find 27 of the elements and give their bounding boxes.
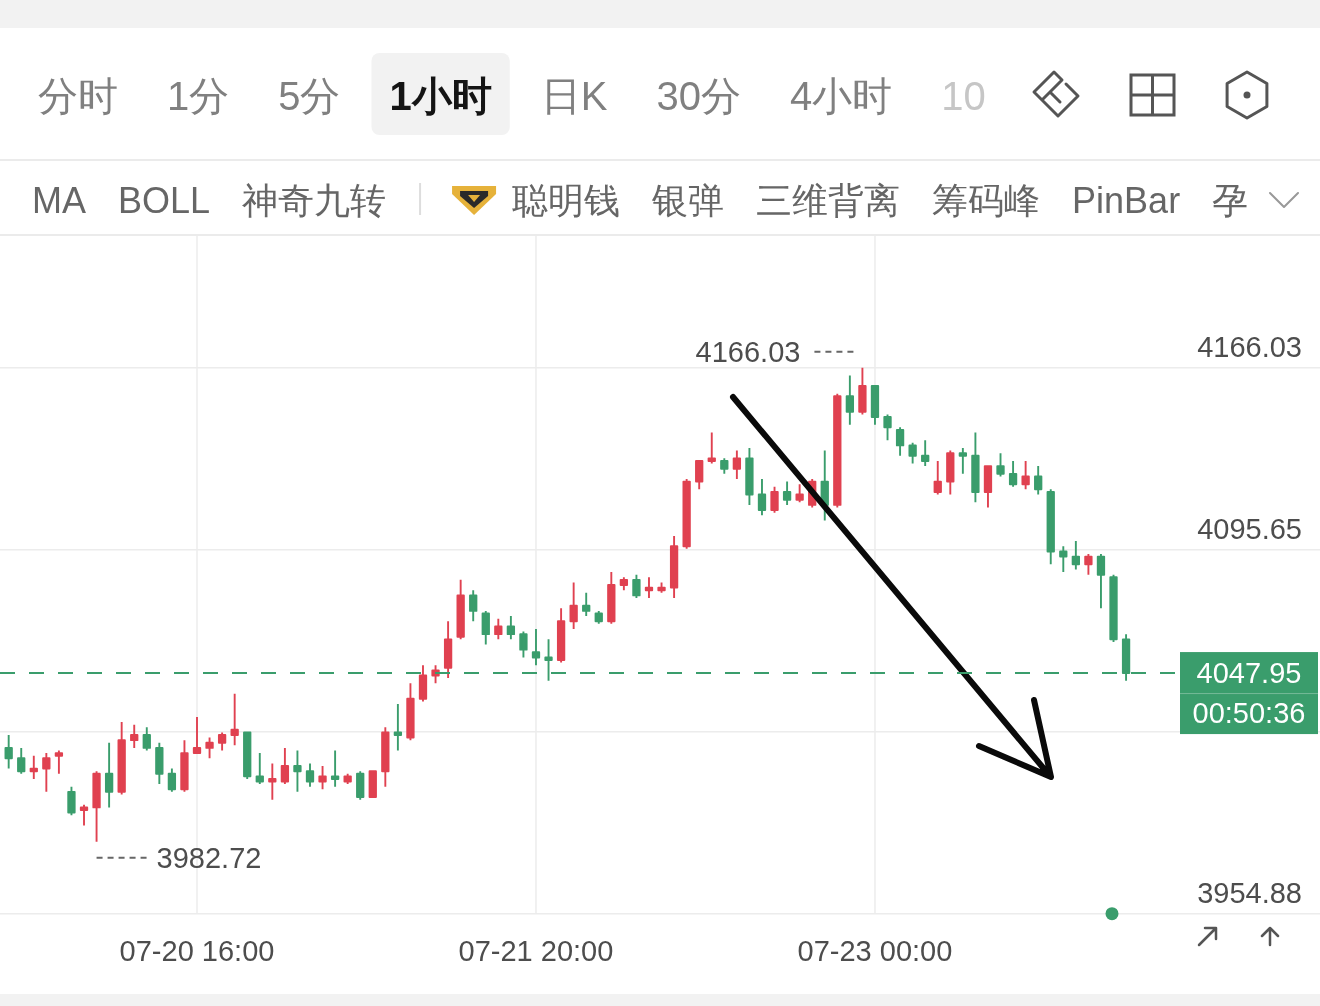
text: 10 xyxy=(941,74,986,118)
text: 孕 xyxy=(1212,180,1249,221)
x-tick-label: 07-23 00:00 xyxy=(797,935,953,967)
annotation: 3982.72 xyxy=(156,841,262,874)
text: 三维背离 xyxy=(756,180,901,221)
text: 5分 xyxy=(278,74,341,118)
text: 1小时 xyxy=(389,74,492,118)
text: 1分 xyxy=(167,74,230,118)
ref-line-label: 4047.95 xyxy=(1196,657,1302,690)
annotation: 4166.03 xyxy=(695,335,801,368)
text: 神奇九转 xyxy=(242,180,387,221)
text: 30分 xyxy=(656,74,741,118)
text: 聪明钱 xyxy=(512,180,621,221)
text: 4小时 xyxy=(789,74,893,118)
text: 筹码峰 xyxy=(932,180,1041,221)
text: 00:50:36 xyxy=(1192,697,1306,730)
x-tick-label: 07-20 16:00 xyxy=(119,935,275,967)
text: 日K xyxy=(540,74,608,118)
text: 银弹 xyxy=(651,180,725,221)
text: MA xyxy=(32,180,86,221)
y-tick-label: 4095.65 xyxy=(1197,512,1302,545)
text: BOLL xyxy=(118,180,211,221)
x-tick-label: 07-21 20:00 xyxy=(458,935,614,967)
text: 分时 xyxy=(38,74,118,118)
text: PinBar xyxy=(1072,180,1181,221)
y-tick-label: 4166.03 xyxy=(1197,330,1302,363)
y-tick-label: 3954.88 xyxy=(1197,876,1302,909)
